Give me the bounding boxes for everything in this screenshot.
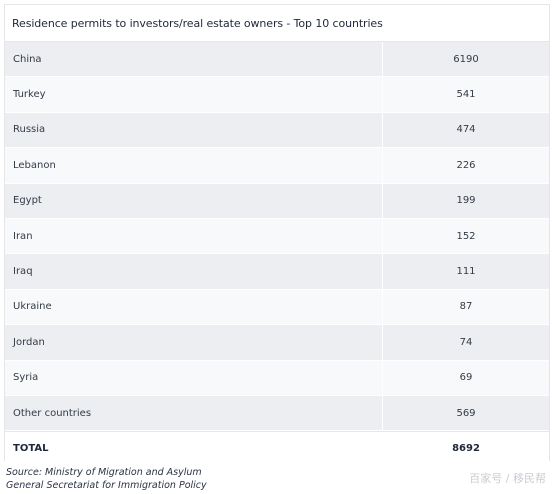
total-row: TOTAL 8692	[5, 431, 549, 467]
source-line-1: Source: Ministry of Migration and Asylum	[6, 467, 202, 478]
table-body: China 6190 Turkey 541 Russia 474 Lebanon…	[5, 42, 549, 467]
value-cell: 74	[459, 336, 473, 348]
country-cell: Syria	[5, 360, 383, 395]
table-row: Lebanon 226	[5, 148, 549, 184]
country-cell: Iran	[5, 218, 383, 254]
table-row: Egypt 199	[5, 183, 549, 219]
country-cell: Jordan	[5, 325, 383, 360]
country-cell: Iraq	[5, 254, 383, 289]
country-cell: Egypt	[5, 183, 383, 218]
country-cell: China	[5, 42, 383, 77]
country-cell: Ukraine	[5, 289, 383, 325]
total-value: 8692	[452, 443, 480, 455]
value-cell: 226	[456, 159, 476, 171]
table-row: Ukraine 87	[5, 289, 549, 326]
source-note: Source: Ministry of Migration and Asylum…	[6, 466, 207, 492]
table-row: Other countries 569	[5, 395, 549, 432]
table-row: China 6190	[5, 42, 549, 78]
table-row: Jordan 74	[5, 325, 549, 361]
table-row: Iran 152	[5, 218, 549, 255]
country-cell: Russia	[5, 112, 383, 148]
value-cell: 199	[456, 195, 476, 207]
watermark: 百家号 / 移民帮	[469, 472, 546, 485]
value-cell: 474	[456, 124, 476, 136]
table-title: Residence permits to investors/real esta…	[5, 5, 549, 42]
table-row: Turkey 541	[5, 77, 549, 113]
value-cell: 152	[456, 230, 476, 242]
permits-table: Residence permits to investors/real esta…	[4, 4, 550, 467]
table-row: Iraq 111	[5, 254, 549, 290]
country-cell: Lebanon	[5, 148, 383, 183]
value-cell: 541	[456, 89, 476, 101]
country-cell: Other countries	[5, 395, 383, 431]
table-row: Syria 69	[5, 360, 549, 396]
source-line-2: General Secretariat for Immigration Poli…	[6, 480, 207, 491]
table-row: Russia 474	[5, 112, 549, 149]
value-cell: 111	[456, 266, 476, 278]
value-cell: 569	[456, 407, 476, 419]
value-cell: 69	[459, 372, 473, 384]
total-label: TOTAL	[5, 432, 383, 466]
value-cell: 6190	[453, 53, 479, 65]
country-cell: Turkey	[5, 77, 383, 112]
value-cell: 87	[459, 301, 473, 313]
